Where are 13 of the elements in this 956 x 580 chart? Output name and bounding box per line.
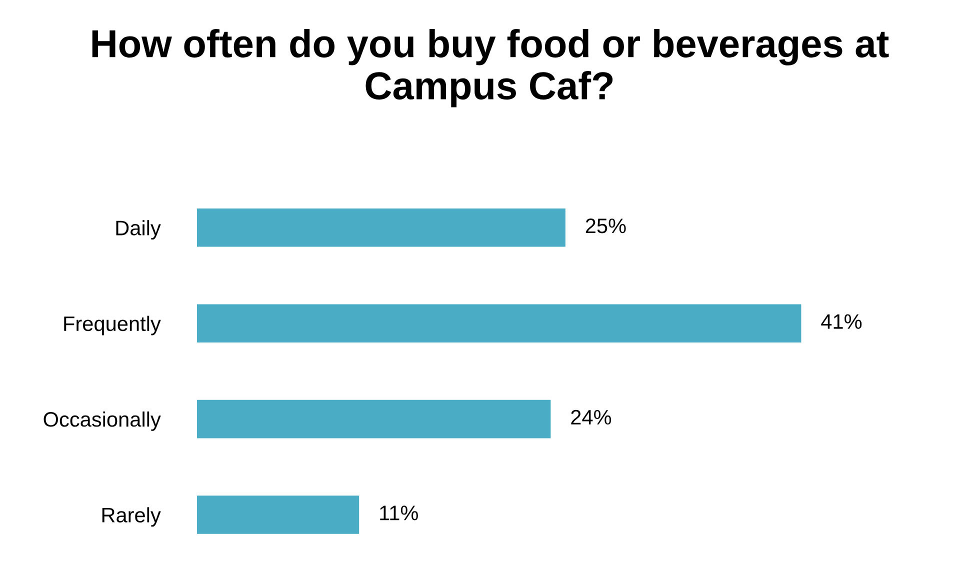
data-label: 25% xyxy=(586,218,626,234)
bar xyxy=(197,496,360,534)
data-label: 24% xyxy=(571,410,612,425)
chart-title: How often do you buy food or beverages at Campus Caf? xyxy=(92,29,889,108)
y-tick-label: Frequently xyxy=(64,316,161,336)
y-tick-label: Daily xyxy=(116,220,161,240)
y-tick-label: Occasionally xyxy=(44,412,161,431)
data-label: 11% xyxy=(380,506,418,520)
bar xyxy=(197,400,551,438)
data-label: 41% xyxy=(821,314,862,329)
y-tick-label: Rarely xyxy=(102,507,161,527)
bar xyxy=(197,208,566,247)
bar xyxy=(197,304,802,342)
